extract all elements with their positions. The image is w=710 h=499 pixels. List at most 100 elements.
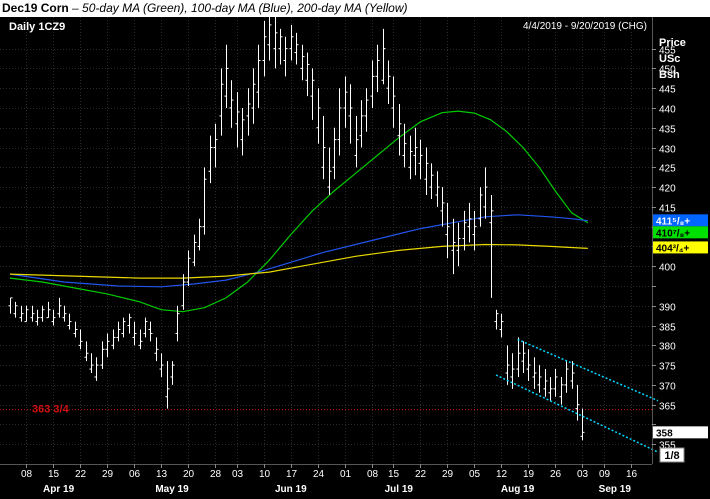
price-bar	[121, 317, 126, 338]
moving-average-layer	[9, 110, 589, 313]
price-bar	[553, 369, 558, 397]
value-tag-label: 404³/₄+	[656, 243, 690, 254]
price-bar	[19, 305, 24, 322]
price-tick-label: 420	[659, 184, 676, 195]
value-tag-background	[653, 241, 708, 254]
price-tick-label: 365	[659, 402, 676, 413]
value-tag-label: 411⁵/₈+	[656, 216, 690, 227]
price-bar	[89, 353, 94, 374]
axis-title-unit: USc	[659, 53, 680, 65]
price-bar	[235, 92, 240, 148]
price-bar	[456, 222, 461, 267]
month-label: Sep 19	[599, 484, 632, 495]
price-bar	[51, 309, 56, 326]
price-tick-label: 385	[659, 323, 676, 334]
price-bar	[451, 218, 456, 275]
price-bar	[327, 147, 332, 196]
price-tick-label: 375	[659, 362, 676, 373]
price-bar	[375, 44, 380, 93]
price-bar	[132, 321, 137, 346]
month-label: Jun 19	[275, 484, 307, 495]
price-bar	[78, 329, 83, 350]
price-bar	[148, 321, 153, 342]
price-bar	[510, 353, 515, 389]
price-bar	[116, 321, 121, 342]
price-bar	[537, 365, 542, 393]
date-tick-label: 16	[626, 469, 638, 480]
date-tick-label: 29	[102, 469, 114, 480]
value-tag-background	[653, 214, 708, 227]
chart-background	[0, 17, 710, 499]
price-bar	[580, 408, 585, 441]
price-bar	[505, 345, 510, 385]
price-bar	[175, 305, 180, 342]
price-bar	[418, 139, 423, 180]
price-tick-label: 425	[659, 164, 676, 175]
value-tag-label: 358	[656, 428, 673, 439]
price-bar	[332, 127, 337, 180]
price-bar	[521, 341, 526, 374]
trend-channel	[495, 338, 659, 453]
date-tick-label: 15	[48, 469, 60, 480]
price-bar	[251, 68, 256, 124]
price-bar	[202, 167, 207, 235]
date-tick-label: 28	[210, 469, 222, 480]
price-bar	[289, 24, 294, 61]
date-tick-label: 03	[232, 469, 244, 480]
moving-average-line	[9, 243, 588, 279]
price-bar	[402, 123, 407, 168]
price-tick-label: 450	[659, 65, 676, 76]
axis-title-measure: Bsh	[659, 69, 680, 81]
value-tag-label: 410⁷/₈+	[656, 228, 690, 239]
price-tick-label: 435	[659, 125, 676, 136]
price-bar	[143, 317, 148, 338]
price-bar	[256, 44, 261, 108]
price-bar	[364, 88, 369, 132]
reference-line-layer: 363 3/4	[0, 404, 652, 416]
price-bar	[159, 353, 164, 377]
month-label: Jul 19	[385, 484, 414, 495]
price-bar	[46, 301, 51, 319]
price-bar	[208, 135, 213, 184]
date-tick-label: 06	[129, 469, 141, 480]
date-tick-label: 03	[577, 469, 589, 480]
symbol-title: Dec19 Corn	[2, 1, 69, 15]
value-tag: 358	[653, 426, 708, 439]
panel-label: Daily 1CZ9	[9, 21, 65, 33]
price-bar	[354, 115, 359, 168]
price-bar	[408, 135, 413, 180]
price-bar	[170, 361, 175, 385]
value-tag: 410⁷/₈+	[653, 226, 708, 239]
price-bar	[570, 361, 575, 389]
price-bar	[543, 369, 548, 397]
price-bar	[197, 218, 202, 251]
price-bar	[564, 361, 569, 393]
price-bar	[111, 329, 116, 350]
date-tick-label: 05	[469, 469, 481, 480]
price-bar	[462, 210, 467, 251]
price-bar	[413, 127, 418, 176]
value-tag-background	[653, 426, 708, 439]
price-bar	[440, 187, 445, 227]
price-bar	[13, 301, 18, 318]
price-bar	[273, 17, 278, 69]
price-chart: 363 3/4 35536537037538038539040041041542…	[0, 17, 710, 499]
price-bar	[24, 305, 29, 323]
price-bar	[283, 36, 288, 77]
date-range-label: 4/4/2019 - 9/20/2019 (CHG)	[523, 21, 647, 32]
price-bar	[316, 88, 321, 144]
price-tick-label: 355	[659, 441, 676, 452]
date-tick-label: 22	[75, 469, 87, 480]
date-tick-label: 24	[313, 469, 325, 480]
price-bar	[391, 76, 396, 128]
price-bar	[219, 68, 224, 136]
price-bar	[305, 52, 310, 97]
price-bar	[267, 17, 272, 61]
price-bar	[246, 88, 251, 136]
date-tick-label: 15	[388, 469, 400, 480]
axis-title-price: Price	[659, 37, 686, 49]
price-bar	[483, 167, 488, 219]
price-bar	[62, 305, 67, 322]
price-bar	[186, 250, 191, 286]
reference-line-label: 363 3/4	[32, 404, 70, 416]
